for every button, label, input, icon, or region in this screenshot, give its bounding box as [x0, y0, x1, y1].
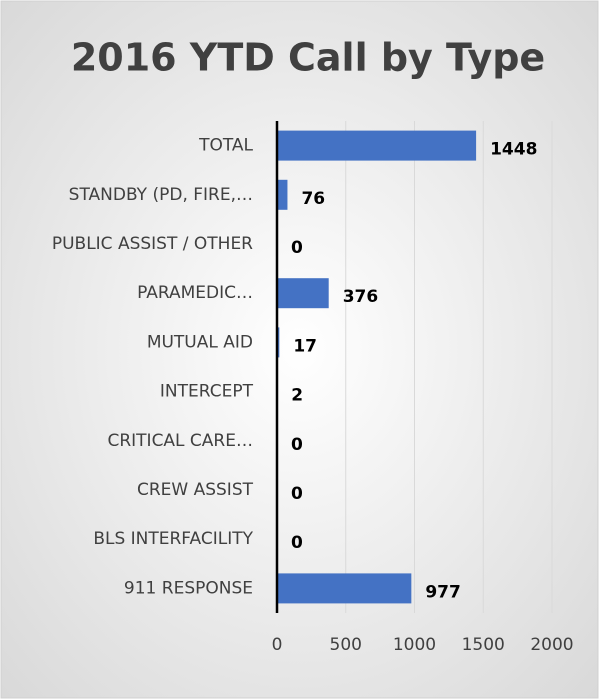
data-label: 0 — [291, 533, 303, 553]
data-label: 0 — [291, 484, 303, 504]
data-label: 977 — [425, 582, 461, 602]
y-tick-label: PARAMEDIC… — [137, 283, 253, 303]
y-tick-label: CRITICAL CARE… — [107, 431, 253, 451]
data-label: 76 — [301, 189, 325, 209]
y-tick-label: 911 RESPONSE — [124, 578, 253, 598]
y-tick-label: MUTUAL AID — [147, 332, 253, 352]
x-tick-label: 1500 — [462, 635, 505, 655]
x-tick-label: 2000 — [530, 635, 573, 655]
y-tick-label: CREW ASSIST — [137, 480, 254, 500]
y-tick-label: INTERCEPT — [160, 382, 254, 402]
y-tick-label: PUBLIC ASSIST / OTHER — [52, 234, 253, 254]
bar — [277, 179, 288, 210]
data-label: 0 — [291, 238, 303, 258]
data-label: 0 — [291, 435, 303, 455]
bar — [277, 573, 412, 604]
bar — [277, 278, 329, 309]
data-label: 2 — [291, 386, 303, 406]
y-tick-label: BLS INTERFACILITY — [93, 529, 253, 549]
data-label: 376 — [343, 287, 379, 307]
data-label: 17 — [293, 336, 317, 356]
data-label: 1448 — [490, 140, 537, 160]
x-tick-label: 1000 — [393, 635, 436, 655]
bar — [277, 130, 477, 161]
y-tick-label: TOTAL — [198, 136, 253, 156]
x-tick-label: 0 — [272, 635, 283, 655]
y-tick-label: STANDBY (PD, FIRE,… — [69, 185, 253, 205]
x-tick-label: 500 — [330, 635, 362, 655]
chart-title: 2016 YTD Call by Type — [71, 36, 545, 80]
